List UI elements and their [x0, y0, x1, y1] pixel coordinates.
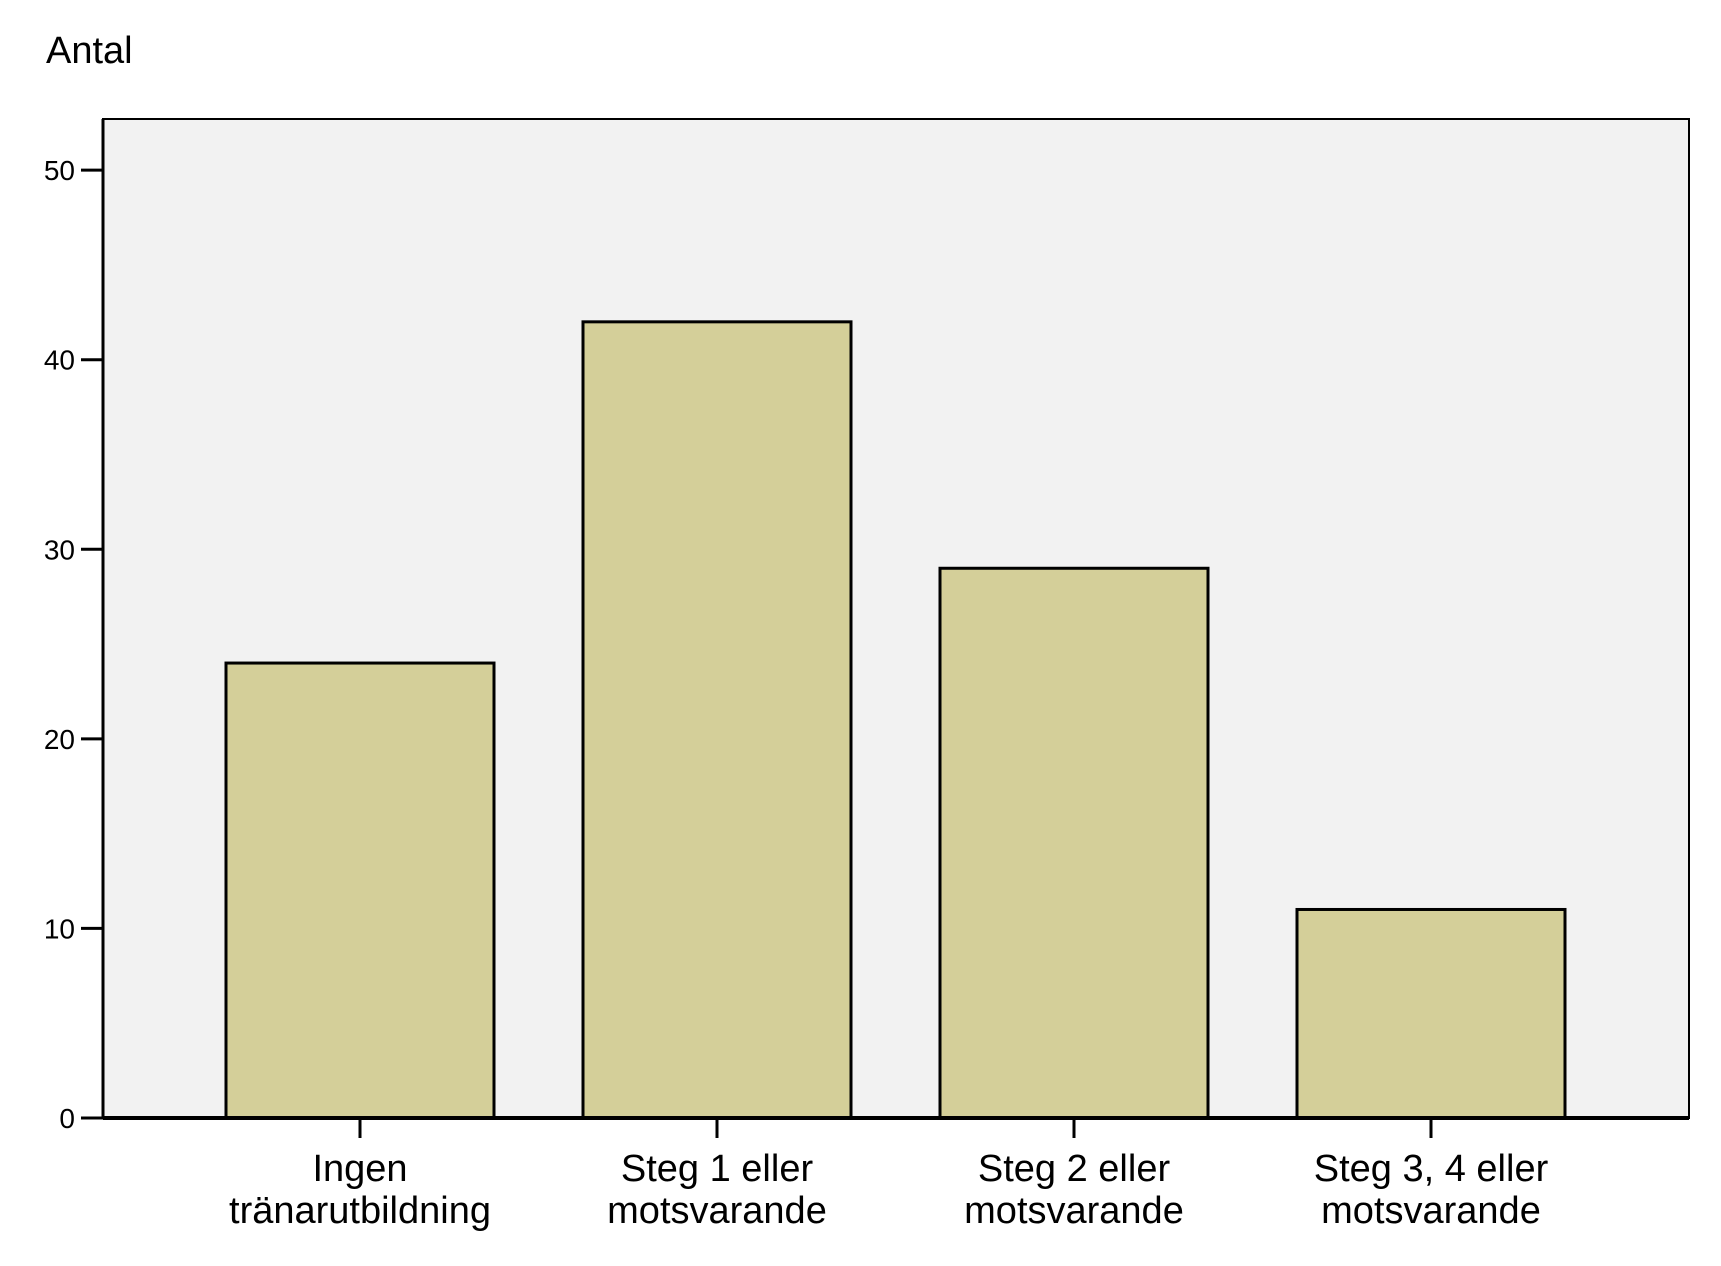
bar-1 — [224, 661, 496, 1120]
x-tick-label: Steg 3, 4 eller — [1314, 1148, 1549, 1190]
y-tick-label: 20 — [44, 724, 75, 755]
y-tick-label: 10 — [44, 913, 75, 944]
bars-group — [224, 320, 1567, 1120]
y-tick-label: 30 — [44, 534, 75, 565]
y-axis-label: Antal — [46, 30, 133, 72]
y-tick-label: 50 — [44, 155, 75, 186]
x-tick-label: Steg 1 eller — [621, 1148, 814, 1190]
x-tick-label: motsvarande — [1321, 1190, 1541, 1232]
y-tick-label: 0 — [59, 1103, 75, 1134]
x-tick-label: motsvarande — [607, 1190, 827, 1232]
bar-4 — [1295, 907, 1567, 1120]
x-tick-label: tränarutbildning — [229, 1190, 491, 1232]
x-tick-label: motsvarande — [964, 1190, 1184, 1232]
bar-3 — [938, 566, 1210, 1120]
x-tick-label: Ingen — [312, 1148, 407, 1190]
bar-2 — [581, 320, 853, 1120]
y-axis: 0 10 20 30 40 50 — [44, 119, 105, 1134]
y-tick-label: 40 — [44, 345, 75, 376]
x-tick-label: Steg 2 eller — [978, 1148, 1171, 1190]
